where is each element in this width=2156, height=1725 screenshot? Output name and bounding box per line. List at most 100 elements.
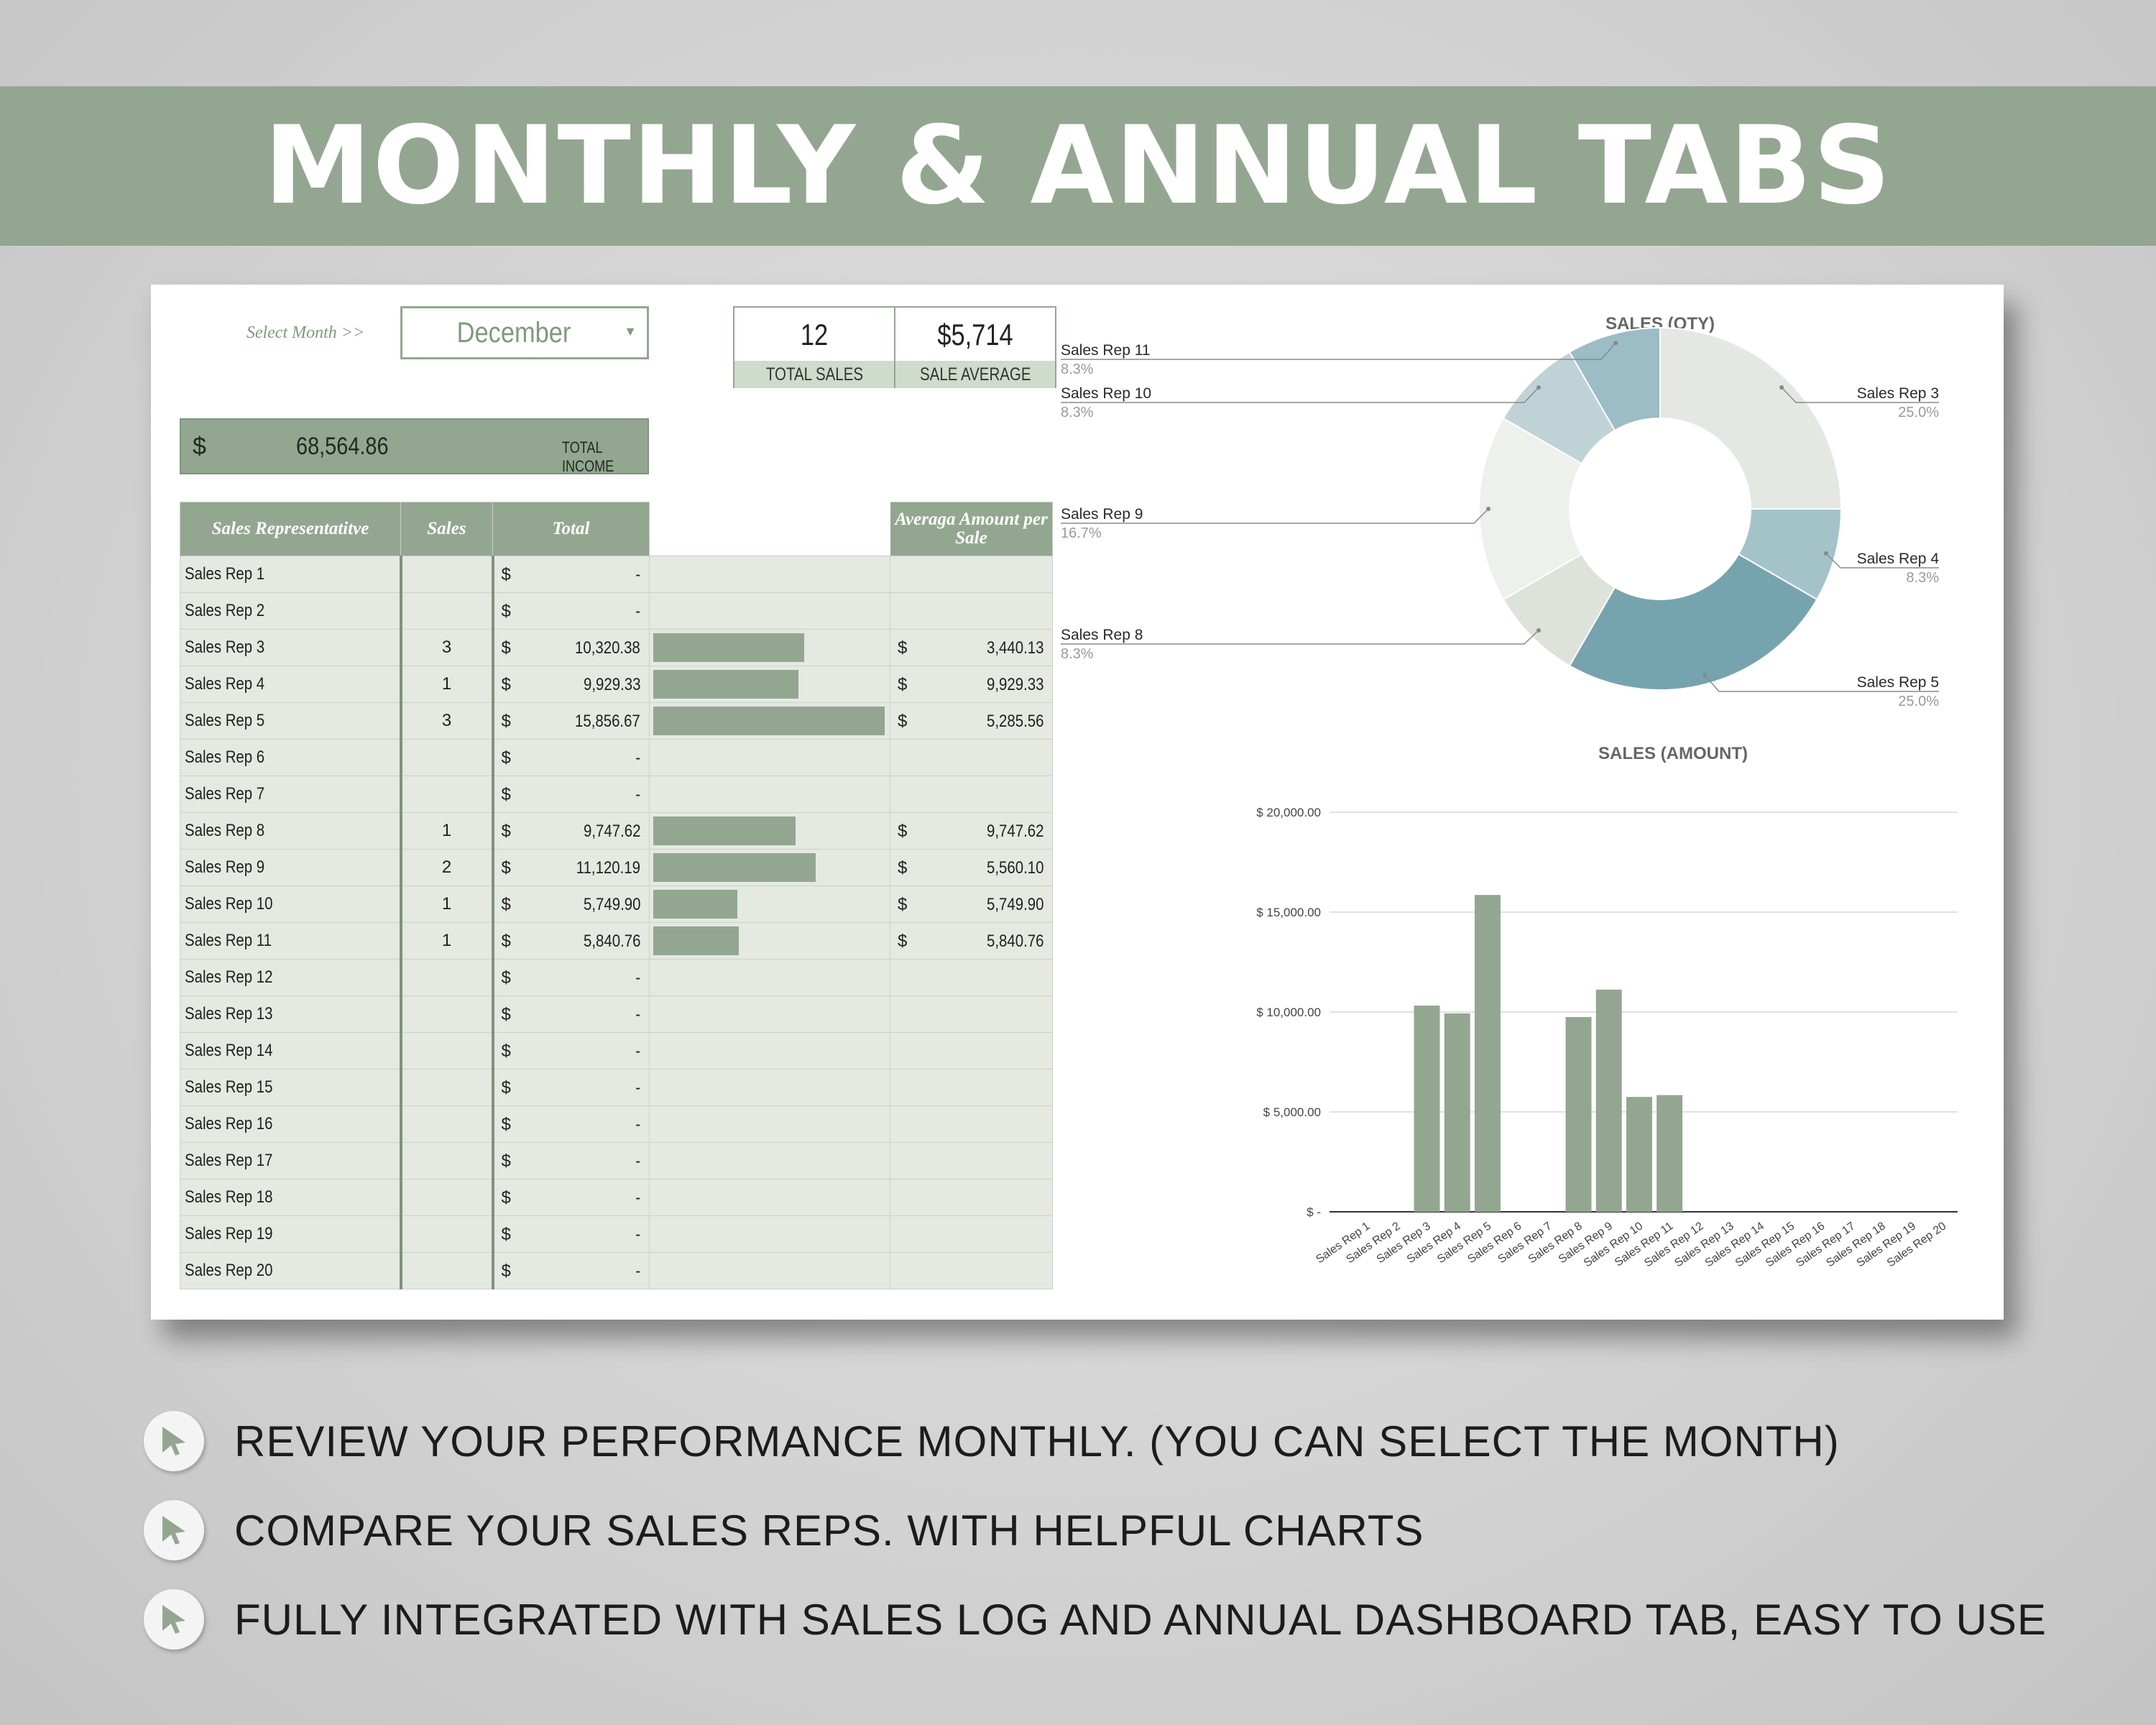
rep-sales-count: 3 (400, 702, 494, 740)
rep-sales-count (400, 1215, 494, 1253)
rep-average (890, 556, 1053, 593)
bar-mark (1414, 1006, 1440, 1212)
rep-total-bar (649, 776, 890, 813)
rep-total-bar (649, 1032, 890, 1070)
month-select[interactable]: December ▼ (400, 306, 649, 359)
rep-total-bar (649, 666, 890, 703)
header-rep: Sales Representatitve (180, 502, 401, 556)
bar-mark (1444, 1013, 1470, 1212)
rep-name: Sales Rep 2 (180, 592, 402, 630)
month-select-value: December (456, 317, 571, 349)
rep-sales-count (400, 1032, 494, 1070)
chevron-down-icon[interactable]: ▼ (624, 324, 637, 339)
table-row: Sales Rep 12 $ - (180, 959, 1053, 996)
income-value: 68,564.86 (296, 433, 389, 460)
rep-total: $ - (492, 776, 650, 813)
rep-sales-count (400, 592, 494, 630)
rep-average (890, 995, 1053, 1033)
rep-sales-count (400, 959, 494, 996)
rep-average: $5,840.76 (890, 922, 1053, 960)
rep-average (890, 1252, 1053, 1289)
rep-name: Sales Rep 13 (180, 995, 402, 1033)
rep-bar-fill (653, 633, 804, 662)
pie-percent-label: 8.3% (1061, 646, 1094, 662)
bullet-item: REVIEW YOUR PERFORMANCE MONTHLY. (YOU CA… (144, 1409, 1840, 1473)
pie-leader-dot (1779, 385, 1784, 390)
rep-total-bar (649, 1105, 890, 1143)
table-row: Sales Rep 15 $ - (180, 1069, 1053, 1106)
total-income-box: $ 68,564.86 TOTAL INCOME (180, 418, 649, 475)
sales-amount-bar-chart: SALES (AMOUNT) $ - $ 5,000.00 $ 10,000.00 $ … (1256, 744, 1958, 1269)
header-sales: Sales (400, 502, 493, 556)
rep-name: Sales Rep 9 (180, 849, 402, 886)
pie-label: Sales Rep 8 (1061, 627, 1143, 643)
bullet-item: COMPARE YOUR SALES REPS. WITH HELPFUL CH… (144, 1498, 1424, 1563)
rep-total-bar (649, 1179, 890, 1216)
rep-average: $9,747.62 (890, 812, 1053, 850)
rep-average (890, 1142, 1053, 1179)
table-row: Sales Rep 3 3 $10,320.38 $3,440.13 (180, 629, 1053, 666)
pie-percent-label: 8.3% (1061, 362, 1094, 377)
rep-total: $9,929.33 (492, 666, 650, 703)
bar-mark (1595, 989, 1622, 1212)
select-month-label: Select Month >> (246, 323, 365, 342)
rep-total: $11,120.19 (492, 849, 650, 886)
rep-average (890, 1179, 1053, 1216)
bar-mark (1565, 1017, 1592, 1212)
table-row: Sales Rep 14 $ - (180, 1032, 1053, 1070)
pie-leader-line (1781, 387, 1939, 403)
banner-title: MONTHLY & ANNUAL TABS (264, 104, 1892, 229)
pie-percent-label: 8.3% (1906, 570, 1939, 586)
rep-average (890, 1032, 1053, 1070)
rep-name: Sales Rep 14 (180, 1032, 402, 1070)
table-row: Sales Rep 17 $ - (180, 1142, 1053, 1179)
rep-bar-fill (653, 707, 885, 735)
table-row: Sales Rep 1 $ - (180, 556, 1053, 593)
pie-leader-line (1061, 342, 1616, 360)
table-row: Sales Rep 13 $ - (180, 995, 1053, 1033)
table-row: Sales Rep 16 $ - (180, 1105, 1053, 1143)
rep-total: $ - (492, 959, 650, 996)
table-row: Sales Rep 2 $ - (180, 592, 1053, 630)
cursor-arrow-icon (144, 1411, 204, 1471)
rep-average: $3,440.13 (890, 629, 1053, 666)
rep-average (890, 1069, 1053, 1106)
pie-leader-dot (1823, 551, 1828, 556)
table-row: Sales Rep 18 $ - (180, 1179, 1053, 1216)
rep-average: $5,560.10 (890, 849, 1053, 886)
pie-slice (1568, 326, 1661, 432)
table-row: Sales Rep 10 1 $5,749.90 $5,749.90 (180, 886, 1053, 923)
table-row: Sales Rep 9 2 $11,120.19 $5,560.10 (180, 849, 1053, 886)
rep-total: $ - (492, 1032, 650, 1070)
rep-total: $ - (492, 1215, 650, 1253)
rep-total: $ - (492, 1179, 650, 1216)
header-total: Total (492, 502, 650, 556)
table-row: Sales Rep 7 $ - (180, 776, 1053, 813)
pie-label: Sales Rep 11 (1061, 342, 1151, 359)
rep-sales-count (400, 1069, 494, 1106)
rep-average (890, 959, 1053, 996)
table-row: Sales Rep 20 $ - (180, 1252, 1053, 1289)
title-banner: MONTHLY & ANNUAL TABS (0, 86, 2156, 246)
pie-leader-dot (1486, 507, 1491, 511)
rep-name: Sales Rep 16 (180, 1105, 402, 1143)
bullet-text: REVIEW YOUR PERFORMANCE MONTHLY. (YOU CA… (234, 1417, 1840, 1466)
income-label: TOTAL INCOME (562, 438, 614, 475)
rep-sales-count (400, 1142, 494, 1179)
bar-mark (1626, 1097, 1652, 1212)
rep-total-bar (649, 1142, 890, 1179)
pie-percent-label: 25.0% (1898, 694, 1939, 709)
rep-total: $ - (492, 1069, 650, 1106)
rep-total: $ - (492, 739, 650, 776)
rep-name: Sales Rep 1 (180, 556, 402, 593)
rep-bar-fill (653, 926, 739, 955)
rep-total-bar (649, 629, 890, 666)
cursor-arrow-icon (144, 1500, 204, 1560)
rep-total-bar (649, 812, 890, 850)
rep-total-bar (649, 556, 890, 593)
rep-total-bar (649, 592, 890, 630)
rep-sales-count (400, 1179, 494, 1216)
pie-leader-dot (1537, 627, 1542, 632)
kpi-total-sales: 12 TOTAL SALES (733, 306, 895, 388)
rep-name: Sales Rep 4 (180, 666, 402, 703)
